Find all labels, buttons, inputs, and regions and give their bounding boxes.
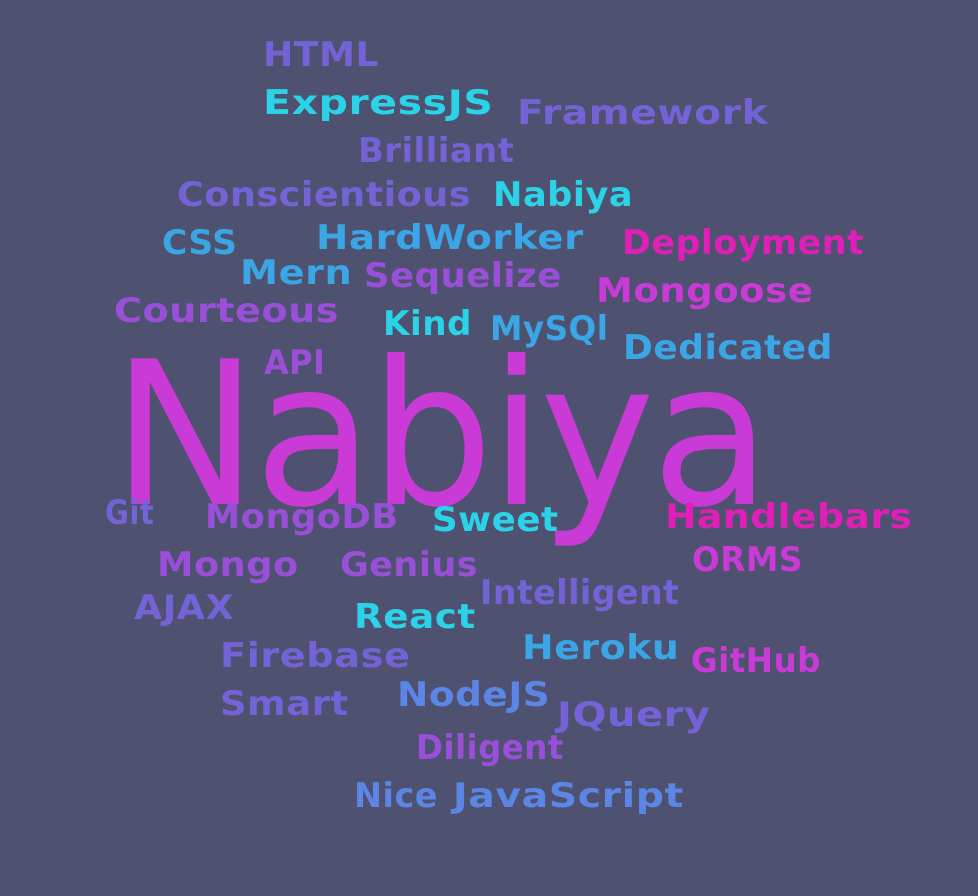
word-hardworker: HardWorker [316,218,584,258]
word-api: API [264,343,326,383]
word-framework: Framework [517,93,769,133]
word-css: CSS [162,223,238,263]
word-orms: ORMS [692,540,803,580]
word-nodejs: NodeJS [397,675,551,715]
word-mongo: Mongo [157,545,299,585]
word-courteous: Courteous [114,291,340,331]
word-deployment: Deployment [622,223,865,263]
word-react: React [354,597,476,637]
word-mern: Mern [240,253,353,293]
word-diligent: Diligent [416,728,564,768]
word-conscientious: Conscientious [177,175,472,215]
word-heroku: Heroku [522,628,680,668]
word-intelligent: Intelligent [480,573,680,613]
word-git: Git [105,493,155,533]
word-expressjs: ExpressJS [263,83,494,123]
word-nabiya-small: Nabiya [493,175,634,215]
word-ajax: AJAX [134,588,235,628]
word-firebase: Firebase [220,636,411,676]
word-github: GitHub [691,641,821,681]
word-nabiya-main: Nabiya [112,319,771,552]
word-brilliant: Brilliant [358,131,515,171]
word-nice: Nice [354,776,438,816]
word-mongodb: MongoDB [205,497,399,537]
word-dedicated: Dedicated [623,328,833,368]
word-html: HTML [263,35,380,75]
word-handlebars: Handlebars [665,497,913,537]
word-kind: Kind [383,304,472,344]
word-genius: Genius [340,545,479,585]
word-mongoose: Mongoose [596,271,814,311]
word-jquery: JQuery [557,695,711,735]
word-sweet: Sweet [432,500,559,540]
word-smart: Smart [220,684,349,724]
word-sequelize: Sequelize [364,256,562,296]
word-javascript: JavaScript [453,776,684,816]
word-mysql: MySQl [490,309,609,349]
